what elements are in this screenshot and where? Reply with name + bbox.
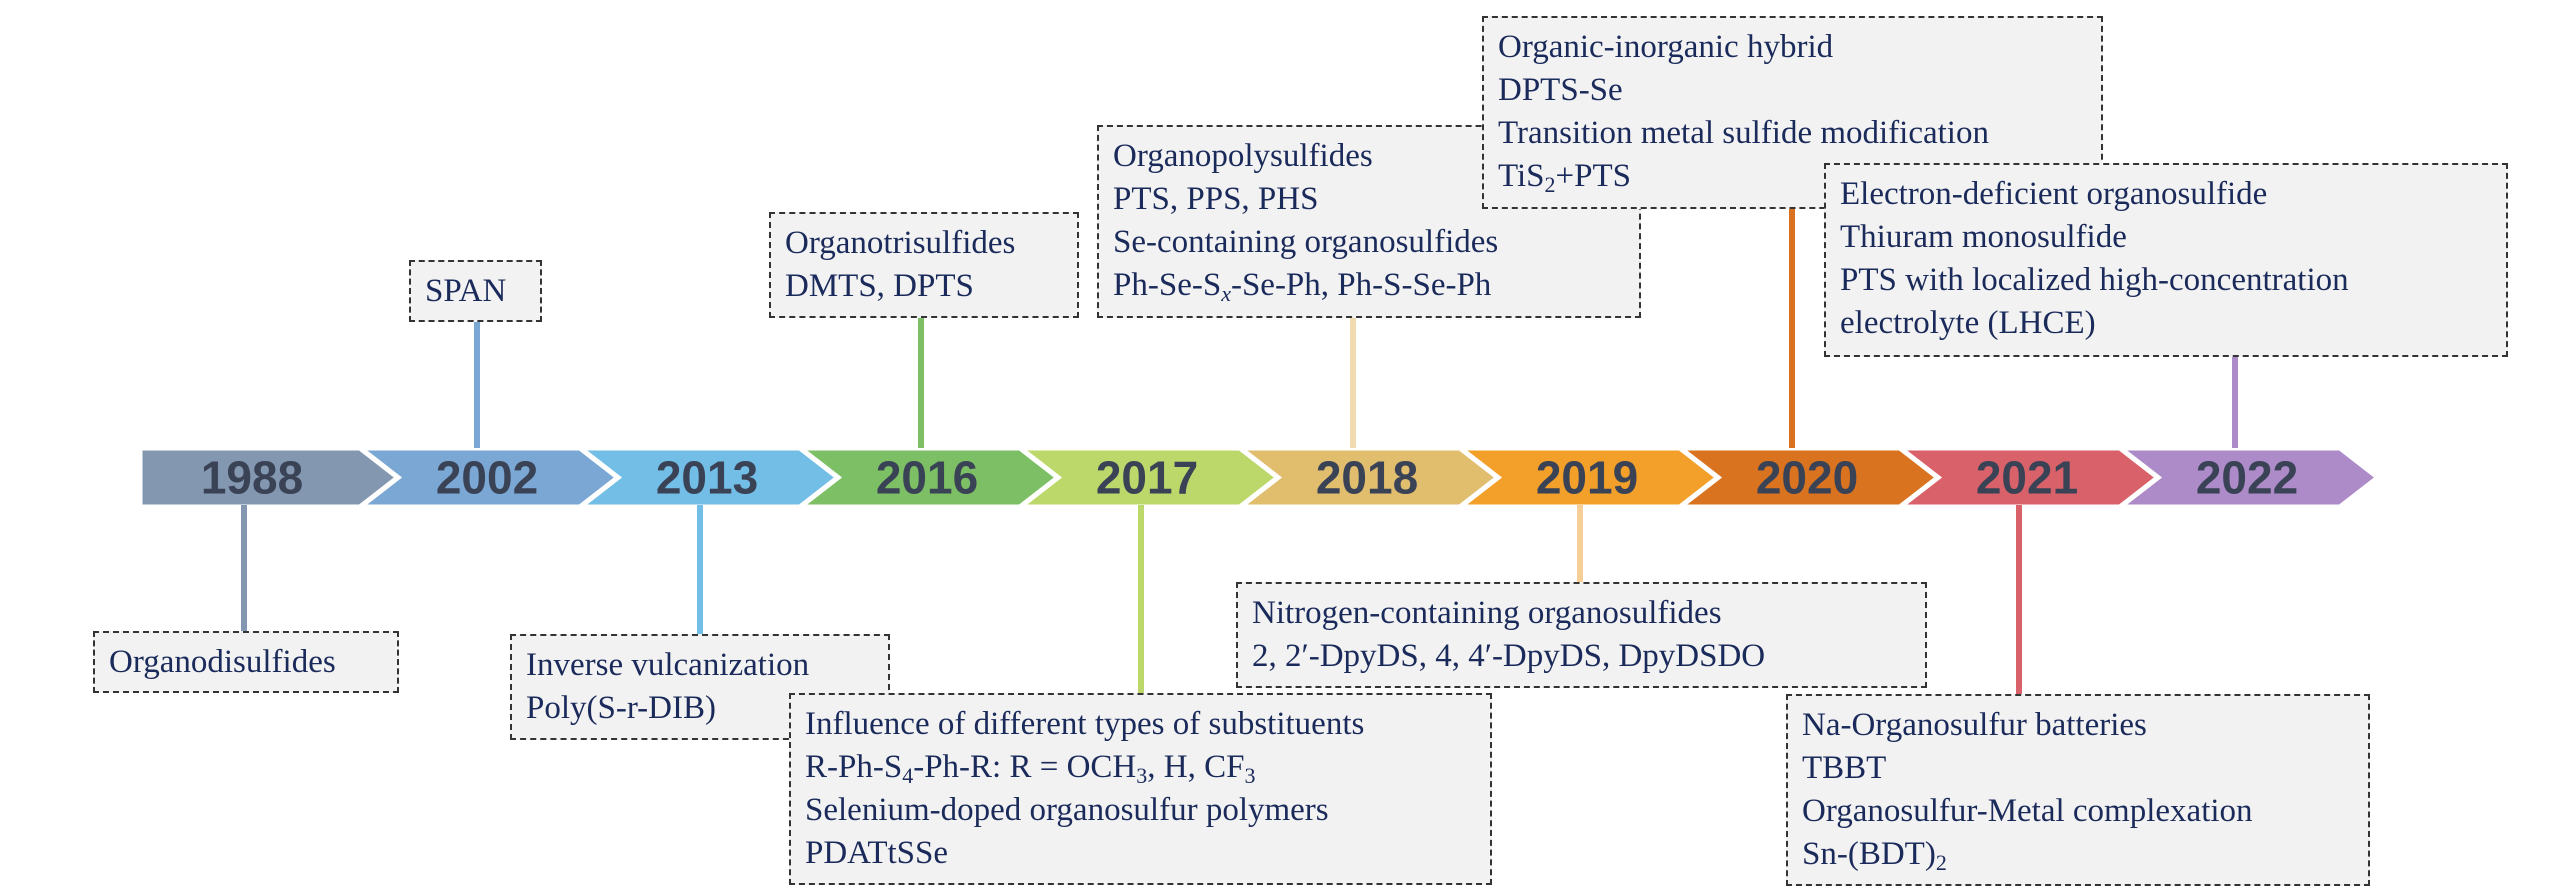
box-1988: Organodisulfides bbox=[93, 631, 399, 693]
year-label-2016: 2016 bbox=[876, 452, 978, 504]
box-2019-line-2: 2, 2′-DpyDS, 4, 4′-DpyDS, DpyDSDO bbox=[1252, 638, 1766, 674]
connector-2020 bbox=[1789, 208, 1795, 448]
box-2022: Electron-deficient organosulfide Thiuram… bbox=[1824, 163, 2508, 357]
box-2017-line-4: PDATtSSe bbox=[805, 835, 949, 871]
box-2002-line: SPAN bbox=[425, 273, 507, 309]
year-label-2020: 2020 bbox=[1756, 452, 1858, 504]
timeline-segment-2022 bbox=[2112, 445, 2383, 510]
box-2016-line-2: DMTS, DPTS bbox=[785, 268, 974, 304]
box-2017-line-3: Selenium-doped organosulfur polymers bbox=[805, 792, 1329, 828]
year-label-2018: 2018 bbox=[1316, 452, 1418, 504]
box-2022-line-2: Thiuram monosulfide bbox=[1840, 219, 2127, 255]
year-label-1988: 1988 bbox=[201, 452, 303, 504]
connector-1988 bbox=[241, 505, 247, 633]
box-1988-line: Organodisulfides bbox=[109, 644, 336, 680]
box-2017: Influence of different types of substitu… bbox=[789, 693, 1492, 885]
box-2022-line-3: PTS with localized high-concentration bbox=[1840, 262, 2349, 298]
box-2017-line-1: Influence of different types of substitu… bbox=[805, 706, 1365, 742]
box-2018-line-4: Ph-Se-Sx-Se-Ph, Ph-S-Se-Ph bbox=[1113, 267, 1492, 306]
box-2019-line-1: Nitrogen-containing organosulfides bbox=[1252, 595, 1722, 631]
box-2022-line-4: electrolyte (LHCE) bbox=[1840, 305, 2096, 341]
box-2020: Organic-inorganic hybrid DPTS-Se Transit… bbox=[1482, 16, 2103, 209]
box-2017-line-2: R-Ph-S4-Ph-R: R = OCH3, H, CF3 bbox=[805, 749, 1256, 788]
box-2018-line-3: Se-containing organosulfides bbox=[1113, 224, 1499, 260]
box-2021-line-2: TBBT bbox=[1802, 750, 1887, 786]
box-2021: Na-Organosulfur batteries TBBT Organosul… bbox=[1786, 694, 2370, 886]
connector-2021 bbox=[2016, 505, 2022, 697]
connector-2017 bbox=[1138, 505, 1144, 694]
box-2016-line-1: Organotrisulfides bbox=[785, 225, 1016, 261]
box-2022-line-1: Electron-deficient organosulfide bbox=[1840, 176, 2268, 212]
year-label-2019: 2019 bbox=[1536, 452, 1638, 504]
box-2013-line-2: Poly(S-r-DIB) bbox=[526, 690, 716, 726]
box-2021-line-1: Na-Organosulfur batteries bbox=[1802, 707, 2147, 743]
box-2016: Organotrisulfides DMTS, DPTS bbox=[769, 212, 1079, 318]
connector-2018 bbox=[1350, 317, 1356, 448]
year-label-2021: 2021 bbox=[1976, 452, 2078, 504]
year-label-2017: 2017 bbox=[1096, 452, 1198, 504]
box-2020-line-3: Transition metal sulfide modification bbox=[1498, 115, 1989, 151]
box-2020-line-2: DPTS-Se bbox=[1498, 72, 1623, 108]
connector-2019 bbox=[1577, 505, 1583, 585]
connector-2013 bbox=[697, 505, 703, 635]
box-2002: SPAN bbox=[409, 260, 542, 322]
box-2018-line-1: Organopolysulfides bbox=[1113, 138, 1373, 174]
connector-2002 bbox=[474, 318, 480, 448]
year-label-2013: 2013 bbox=[656, 452, 758, 504]
box-2013-line-1: Inverse vulcanization bbox=[526, 647, 810, 683]
connector-2016 bbox=[918, 317, 924, 448]
box-2018-line-2: PTS, PPS, PHS bbox=[1113, 181, 1319, 217]
box-2021-line-3: Organosulfur-Metal complexation bbox=[1802, 793, 2253, 829]
year-label-2002: 2002 bbox=[436, 452, 538, 504]
box-2021-line-4: Sn-(BDT)2 bbox=[1802, 836, 1947, 875]
year-label-2022: 2022 bbox=[2196, 452, 2298, 504]
connector-2022 bbox=[2232, 355, 2238, 448]
box-2019: Nitrogen-containing organosulfides 2, 2′… bbox=[1236, 582, 1927, 688]
box-2020-line-4: TiS2+PTS bbox=[1498, 158, 1632, 197]
box-2020-line-1: Organic-inorganic hybrid bbox=[1498, 29, 1834, 65]
